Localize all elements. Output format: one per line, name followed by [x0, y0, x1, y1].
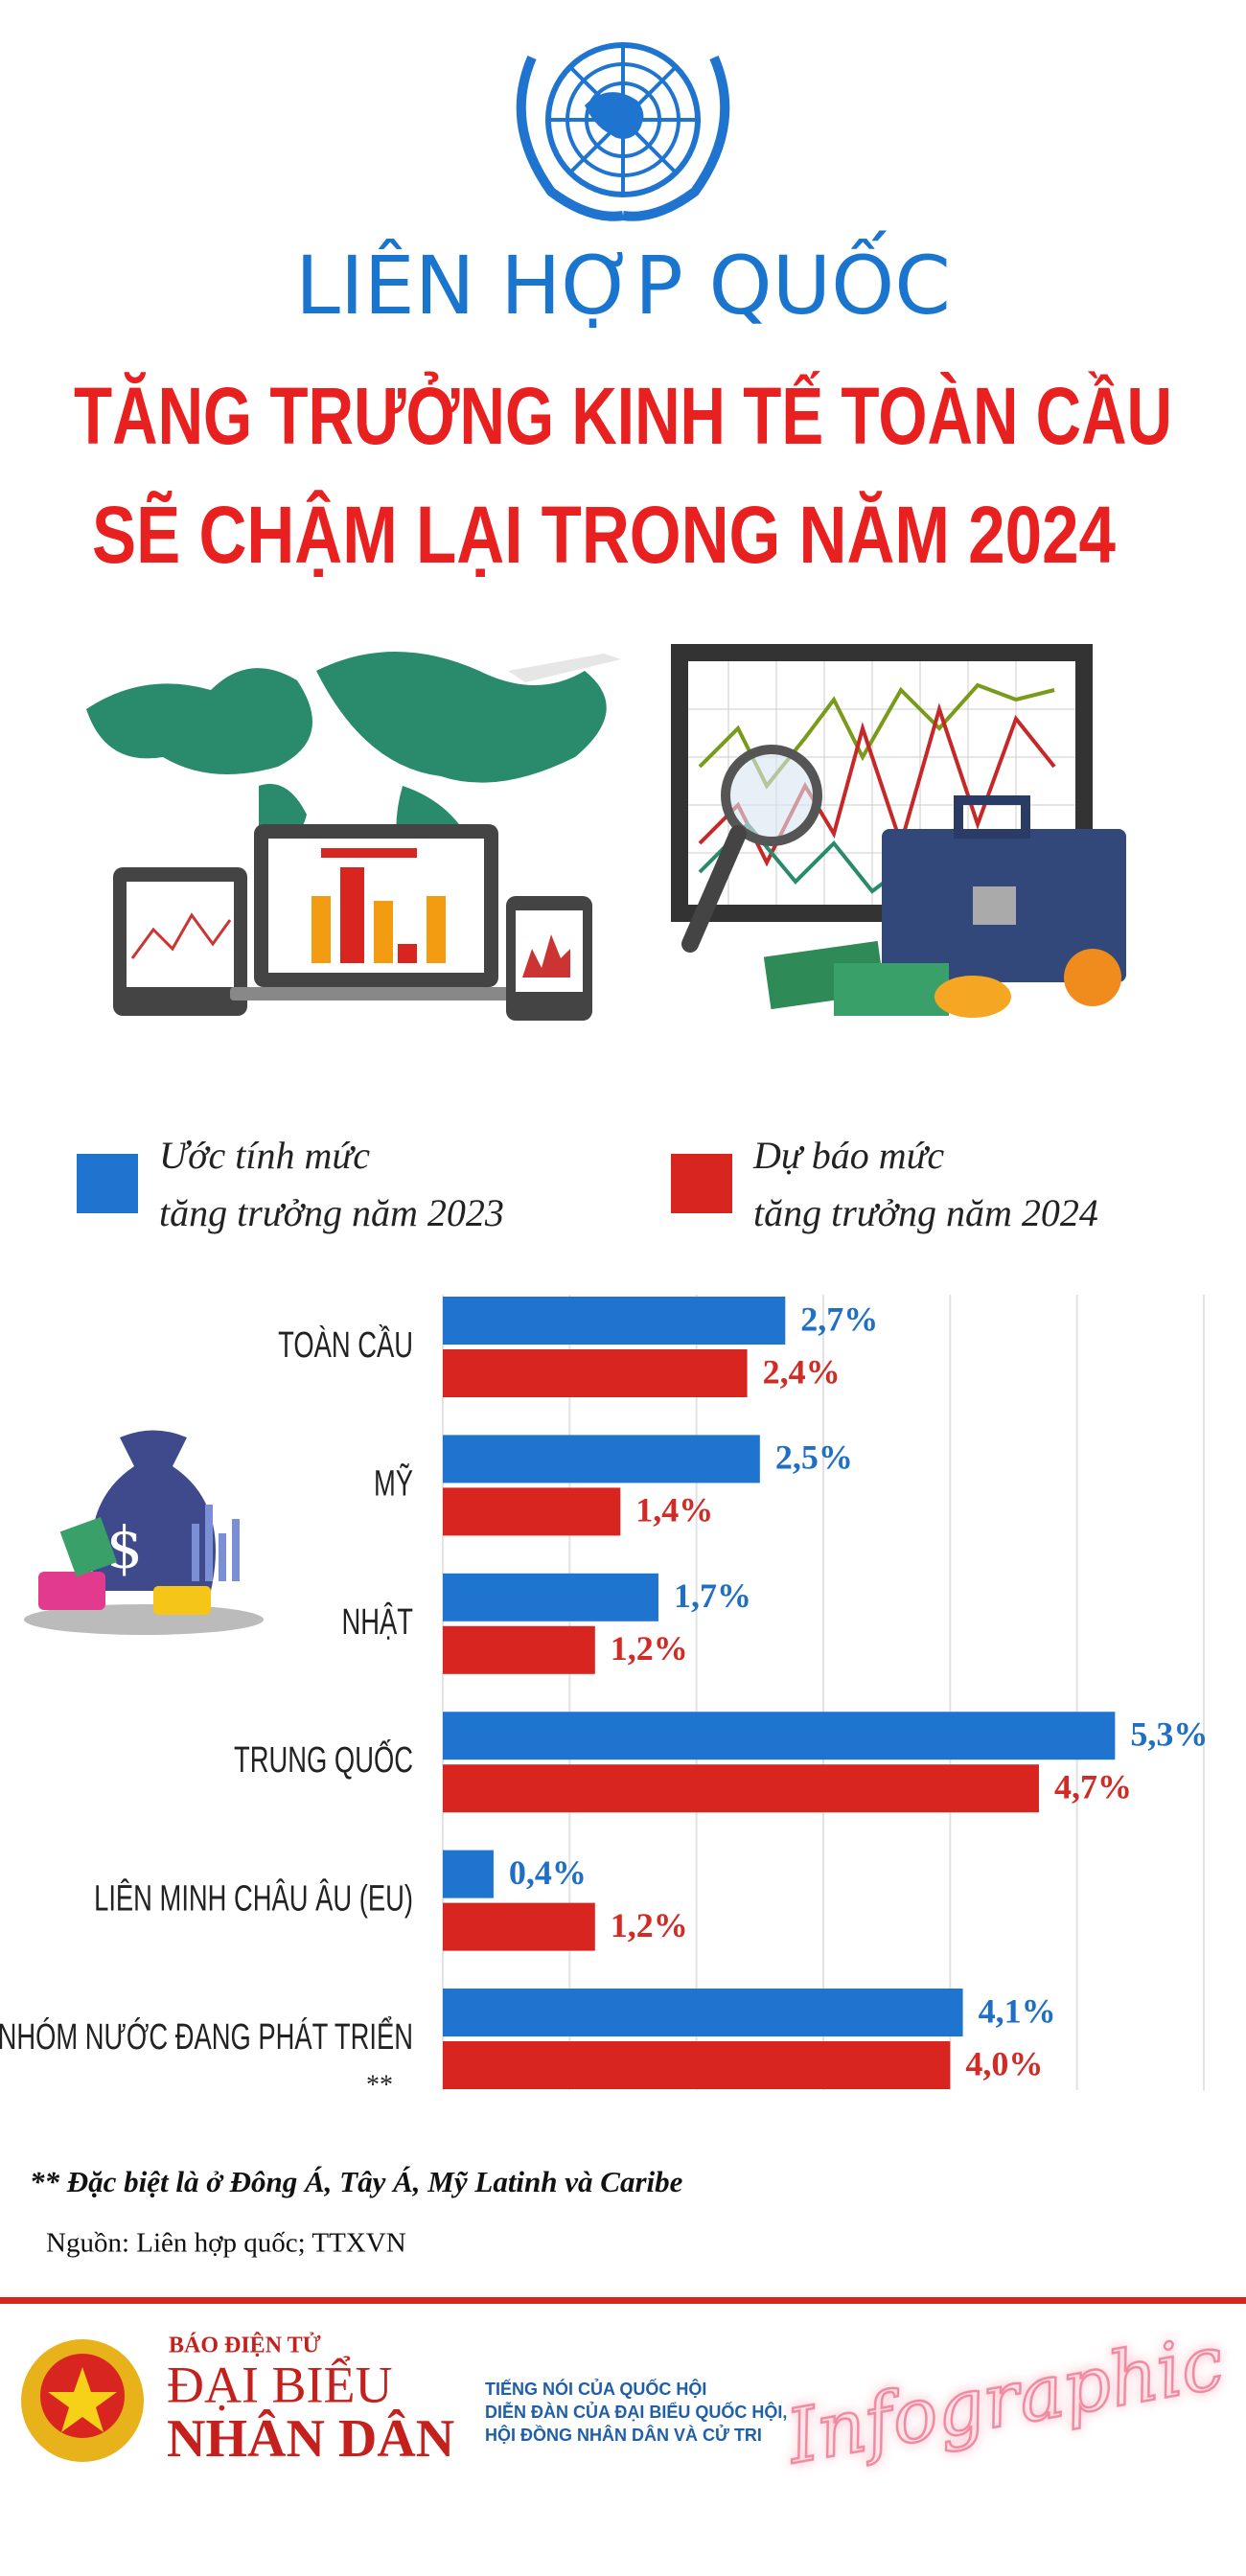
category-label-group: TRUNG QUỐC	[234, 1738, 413, 1782]
footer-tagline: DIỄN ĐÀN CỦA ĐẠI BIỂU QUỐC HỘI,	[485, 2402, 787, 2422]
bar	[443, 2041, 951, 2089]
category-label-group: NHẬT	[342, 1600, 413, 1643]
bar	[443, 1764, 1039, 1813]
svg-text:$: $	[106, 1515, 143, 1582]
value-label: 1,4%	[635, 1491, 713, 1530]
value-label: 1,2%	[611, 1629, 688, 1668]
bar	[443, 1902, 595, 1951]
category-label: NHÓM NƯỚC ĐANG PHÁT TRIỂN	[0, 2016, 413, 2058]
footer-tagline: TIẾNG NÓI CỦA QUỐC HỘI	[485, 2379, 706, 2399]
value-label: 2,5%	[775, 1438, 853, 1477]
footer-brand: NHÂN DÂN	[167, 2408, 454, 2469]
bar	[443, 1712, 1116, 1760]
footnote: ** Đặc biệt là ở Đông Á, Tây Á, Mỹ Latin…	[30, 2165, 683, 2198]
emblem	[21, 2339, 144, 2462]
bar	[443, 1625, 595, 1674]
value-label: 5,3%	[1130, 1714, 1208, 1753]
footer-kicker: BÁO ĐIỆN TỬ	[169, 2334, 321, 2358]
value-label: 4,1%	[979, 1991, 1056, 2030]
value-label: 2,7%	[800, 1300, 878, 1338]
category-label-group: TOÀN CẦU	[278, 1324, 413, 1367]
bar	[443, 1989, 963, 2036]
bar	[443, 1297, 786, 1345]
value-label: 1,2%	[611, 1906, 688, 1944]
bar	[443, 1435, 760, 1484]
value-label: 1,7%	[674, 1576, 751, 1615]
value-label: 0,4%	[509, 1853, 587, 1892]
organization: LIÊN HỢP QUỐC	[295, 230, 951, 333]
category-label-group: LIÊN MINH CHÂU ÂU (EU)	[94, 1877, 413, 1920]
footer-tagline: HỘI ĐỒNG NHÂN DÂN VÀ CỬ TRI	[485, 2425, 762, 2445]
value-label: 4,7%	[1054, 1767, 1132, 1806]
value-label: 4,0%	[965, 2044, 1043, 2082]
bar	[443, 1850, 494, 1898]
legend-swatch	[671, 1154, 732, 1213]
category-label: TOÀN CẦU	[278, 1324, 413, 1367]
legend-label: Dự báo mức tăng trưởng năm 2024	[753, 1134, 1098, 1234]
infographic-badge: Infographic	[779, 2319, 1230, 2481]
footer-brand: ĐẠI BIỂU	[167, 2354, 392, 2413]
category-label: NHẬT	[342, 1600, 413, 1643]
legend-label: Ước tính mức tăng trưởng năm 2023	[159, 1134, 504, 1234]
category-label-group: NHÓM NƯỚC ĐANG PHÁT TRIỂN	[0, 2016, 413, 2058]
money-bag-illustration: $	[24, 1430, 264, 1635]
title-line: TĂNG TRƯỞNG KINH TẾ TOÀN CẦU	[74, 371, 1172, 461]
un-emblem	[516, 42, 730, 221]
bar	[443, 1487, 621, 1536]
category-label: LIÊN MINH CHÂU ÂU (EU)	[94, 1877, 413, 1920]
legend-swatch	[77, 1154, 138, 1213]
bar	[443, 1573, 658, 1622]
source: Nguồn: Liên hợp quốc; TTXVN	[46, 2228, 406, 2259]
category-note: **	[366, 2070, 393, 2100]
divider	[0, 2297, 1246, 2304]
category-label: MỸ	[374, 1462, 413, 1505]
title-line: SẼ CHẬM LẠI TRONG NĂM 2024	[92, 490, 1116, 580]
value-label: 2,4%	[763, 1352, 841, 1391]
category-label: TRUNG QUỐC	[234, 1738, 413, 1782]
category-label-group: MỸ	[374, 1462, 413, 1505]
illustration	[86, 644, 1126, 1021]
bar	[443, 1349, 748, 1397]
